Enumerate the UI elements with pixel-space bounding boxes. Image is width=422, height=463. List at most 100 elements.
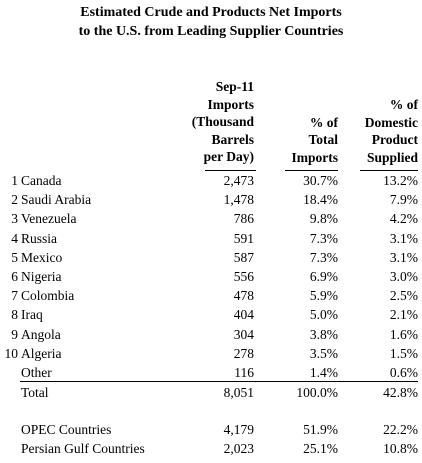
row-rank: 1 — [11, 173, 18, 188]
header-pct-domestic-line: Supplied — [366, 149, 418, 165]
row-imports: 278 — [233, 346, 254, 361]
title-line-2: to the U.S. from Leading Supplier Countr… — [78, 24, 344, 39]
table-row: 2 Saudi Arabia 1,478 18.4% 7.9% — [0, 191, 422, 209]
table-row: 7 Colombia 478 5.9% 2.5% — [0, 287, 422, 305]
header-underline-pct-domestic — [360, 170, 418, 171]
row-imports: 591 — [233, 231, 254, 246]
row-pct-total: 5.9% — [309, 288, 338, 303]
row-pct-domestic: 10.8% — [383, 441, 418, 456]
header-imports-line: Barrels — [211, 131, 255, 147]
header-underline-pct-total — [285, 170, 338, 171]
row-pct-total: 51.9% — [303, 422, 338, 437]
row-imports: 4,179 — [223, 422, 254, 437]
row-imports: 2,023 — [223, 441, 254, 456]
header-pct-total-line: Total — [308, 132, 338, 147]
header-pct-total-line: % of — [309, 114, 338, 130]
row-pct-total: 25.1% — [303, 441, 338, 456]
table-row: 1 Canada 2,473 30.7% 13.2% — [0, 172, 422, 190]
row-pct-domestic: 3.1% — [389, 231, 418, 246]
row-rank: 9 — [11, 327, 18, 342]
row-rank: 5 — [11, 250, 18, 265]
row-pct-total: 100.0% — [296, 385, 338, 400]
row-pct-total: 1.4% — [309, 365, 338, 380]
row-pct-domestic: 4.2% — [389, 211, 418, 226]
row-imports: 8,051 — [223, 385, 254, 400]
table-row: 10 Algeria 278 3.5% 1.5% — [0, 345, 422, 363]
header-imports-line: Sep-11 — [215, 79, 254, 94]
row-country: Saudi Arabia — [21, 192, 92, 207]
table-row: 5 Mexico 587 7.3% 3.1% — [0, 249, 422, 267]
table-row: Other 116 1.4% 0.6% — [0, 364, 422, 382]
row-pct-total: 9.8% — [309, 211, 338, 226]
row-pct-total: 5.0% — [309, 307, 338, 322]
header-imports-line: (Thousand — [191, 114, 254, 129]
row-country: Algeria — [21, 346, 62, 361]
total-rule — [20, 381, 418, 382]
row-imports: 1,478 — [223, 192, 254, 207]
row-imports: 2,473 — [223, 173, 254, 188]
table-row: 9 Angola 304 3.8% 1.6% — [0, 326, 422, 344]
row-pct-total: 18.4% — [303, 192, 338, 207]
row-pct-domestic: 1.6% — [389, 327, 418, 342]
row-pct-domestic: 2.1% — [389, 307, 418, 322]
row-imports: 587 — [233, 250, 254, 265]
row-rank: 10 — [4, 346, 19, 361]
table-row: Persian Gulf Countries 2,023 25.1% 10.8% — [0, 440, 422, 458]
table-row: Total 8,051 100.0% 42.8% — [0, 384, 422, 402]
row-country: Venezuela — [21, 211, 77, 226]
header-spacer — [270, 96, 338, 114]
row-rank: 4 — [11, 231, 18, 246]
row-country: Angola — [21, 327, 61, 342]
row-pct-domestic: 7.9% — [389, 192, 418, 207]
row-country: Total — [21, 385, 49, 400]
row-pct-domestic: 42.8% — [383, 385, 418, 400]
row-country: Colombia — [21, 288, 75, 303]
header-pct-total-line: Imports — [291, 149, 339, 165]
row-rank: 8 — [11, 307, 18, 322]
row-imports: 786 — [233, 211, 254, 226]
header-pct-domestic-line: Product — [371, 132, 418, 147]
row-country: Nigeria — [21, 269, 62, 284]
row-country: Iraq — [21, 307, 43, 322]
row-country: Other — [21, 365, 52, 380]
row-country: OPEC Countries — [21, 422, 112, 437]
row-imports: 116 — [234, 365, 254, 380]
row-pct-total: 30.7% — [303, 173, 338, 188]
row-rank: 6 — [11, 269, 18, 284]
row-pct-domestic: 1.5% — [389, 346, 418, 361]
header-pct-total: % of Total Imports — [270, 96, 339, 166]
row-country: Persian Gulf Countries — [21, 441, 145, 456]
row-pct-total: 6.9% — [309, 269, 338, 284]
row-pct-domestic: 3.1% — [389, 250, 418, 265]
table-row: 6 Nigeria 556 6.9% 3.0% — [0, 268, 422, 286]
row-pct-domestic: 0.6% — [389, 365, 418, 380]
row-pct-total: 7.3% — [309, 250, 338, 265]
header-pct-domestic: % of Domestic Product Supplied — [345, 96, 418, 166]
row-rank: 7 — [11, 288, 18, 303]
header-underline-imports — [205, 170, 256, 171]
row-pct-total: 3.8% — [309, 327, 338, 342]
table-row: 8 Iraq 404 5.0% 2.1% — [0, 306, 422, 324]
title-line-1: Estimated Crude and Products Net Imports — [80, 5, 342, 20]
row-pct-domestic: 13.2% — [383, 173, 418, 188]
row-pct-domestic: 3.0% — [389, 269, 418, 284]
row-pct-domestic: 22.2% — [383, 422, 418, 437]
header-imports: Sep-11 Imports (Thousand Barrels per Day… — [170, 78, 254, 166]
header-imports-line: Imports — [207, 96, 255, 112]
row-rank: 2 — [11, 192, 18, 207]
row-imports: 556 — [233, 269, 254, 284]
row-country: Canada — [21, 173, 62, 188]
header-pct-domestic-line: % of — [389, 97, 418, 112]
header-imports-line: per Day) — [203, 149, 254, 164]
row-imports: 478 — [233, 288, 254, 303]
table-row: 4 Russia 591 7.3% 3.1% — [0, 230, 422, 248]
table-row: OPEC Countries 4,179 51.9% 22.2% — [0, 421, 422, 439]
row-country: Mexico — [21, 250, 63, 265]
row-pct-total: 3.5% — [309, 346, 338, 361]
row-country: Russia — [21, 231, 58, 246]
header-pct-domestic-line: Domestic — [364, 114, 418, 130]
row-rank: 3 — [11, 211, 18, 226]
row-pct-total: 7.3% — [309, 231, 338, 246]
row-imports: 404 — [233, 307, 254, 322]
row-pct-domestic: 2.5% — [389, 288, 418, 303]
